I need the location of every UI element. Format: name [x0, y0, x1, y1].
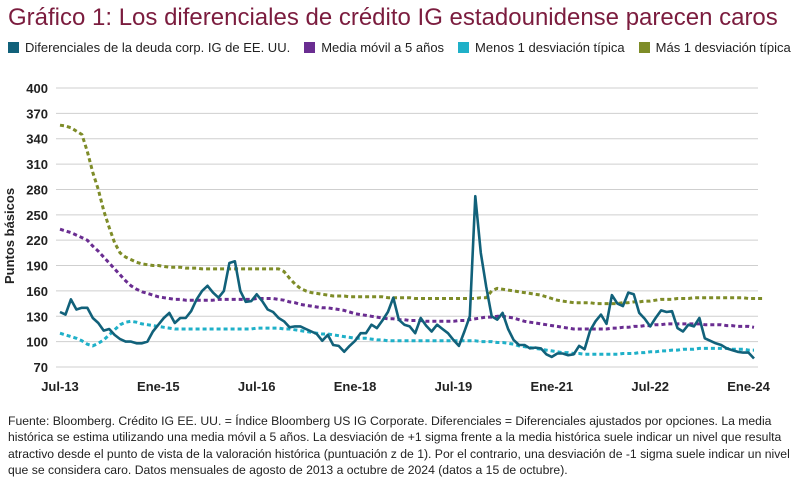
y-tick-labels: 70 100 130 160 190 220 250 280 310 340 370 400 — [26, 81, 48, 375]
y-tick-400: 400 — [26, 81, 48, 96]
legend-item-minus-1-sd: Menos 1 desviación típica — [458, 40, 625, 55]
legend-item-plus-1-sd: Más 1 desviación típica — [638, 40, 791, 55]
series-lines — [59, 123, 765, 360]
x-tick-Jul-13: Jul-13 — [41, 379, 79, 394]
y-tick-70: 70 — [34, 360, 48, 375]
legend-label-moving-average: Media móvil a 5 años — [321, 40, 445, 55]
y-tick-250: 250 — [26, 208, 48, 223]
chart-legend: Diferenciales de la deuda corp. IG de EE… — [8, 40, 791, 55]
series-line-mas-1-desviacion-tipica — [59, 123, 765, 306]
legend-swatch-minus-1-sd — [458, 42, 470, 53]
series-line-menos-1-desviacion-tipica — [59, 319, 754, 356]
series-line-media-movil-a-5-anos — [59, 227, 755, 331]
y-tick-100: 100 — [26, 335, 48, 350]
legend-label-spreads: Diferenciales de la deuda corp. IG de EE… — [25, 40, 291, 55]
legend-swatch-moving-average — [304, 42, 316, 53]
y-tick-280: 280 — [26, 182, 48, 197]
x-tick-Jul-22: Jul-22 — [631, 379, 669, 394]
x-tick-Ene-15: Ene-15 — [137, 379, 180, 394]
y-tick-130: 130 — [26, 309, 48, 324]
x-tick-labels: Jul-13 Ene-15 Jul-16 Ene-18 Jul-19 Ene-21 Jul-… — [41, 379, 770, 394]
legend-item-moving-average: Media móvil a 5 años — [304, 40, 444, 55]
y-tick-370: 370 — [26, 106, 48, 121]
y-axis-label: Puntos básicos — [2, 188, 17, 284]
x-tick-Ene-21: Ene-21 — [530, 379, 573, 394]
legend-swatch-plus-1-sd — [638, 42, 650, 53]
legend-swatch-spreads — [8, 42, 19, 53]
y-tick-340: 340 — [26, 132, 48, 147]
y-tick-220: 220 — [26, 233, 48, 248]
y-tick-310: 310 — [26, 157, 48, 172]
line-chart: 70 100 130 160 190 220 250 280 310 340 370 400 Jul-… — [2, 81, 771, 394]
legend-item-spreads: Diferenciales de la deuda corp. IG de EE… — [8, 40, 290, 55]
x-tick-Jul-19: Jul-19 — [435, 379, 473, 394]
legend-label-plus-1-sd: Más 1 desviación típica — [655, 40, 791, 55]
series-line-diferenciales-de-la-deuda-corp-ig-de-ee-uu — [59, 194, 755, 360]
x-tick-Jul-16: Jul-16 — [238, 379, 276, 394]
x-tick-Ene-18: Ene-18 — [334, 379, 377, 394]
x-tick-Ene-24: Ene-24 — [727, 379, 770, 394]
legend-label-minus-1-sd: Menos 1 desviación típica — [475, 40, 625, 55]
chart-title: Gráfico 1: Los diferenciales de crédito … — [8, 4, 778, 31]
y-tick-160: 160 — [26, 284, 48, 299]
y-tick-190: 190 — [26, 259, 48, 274]
footnote: Fuente: Bloomberg. Crédito IG EE. UU. = … — [8, 414, 790, 477]
grid-lines — [56, 87, 758, 368]
